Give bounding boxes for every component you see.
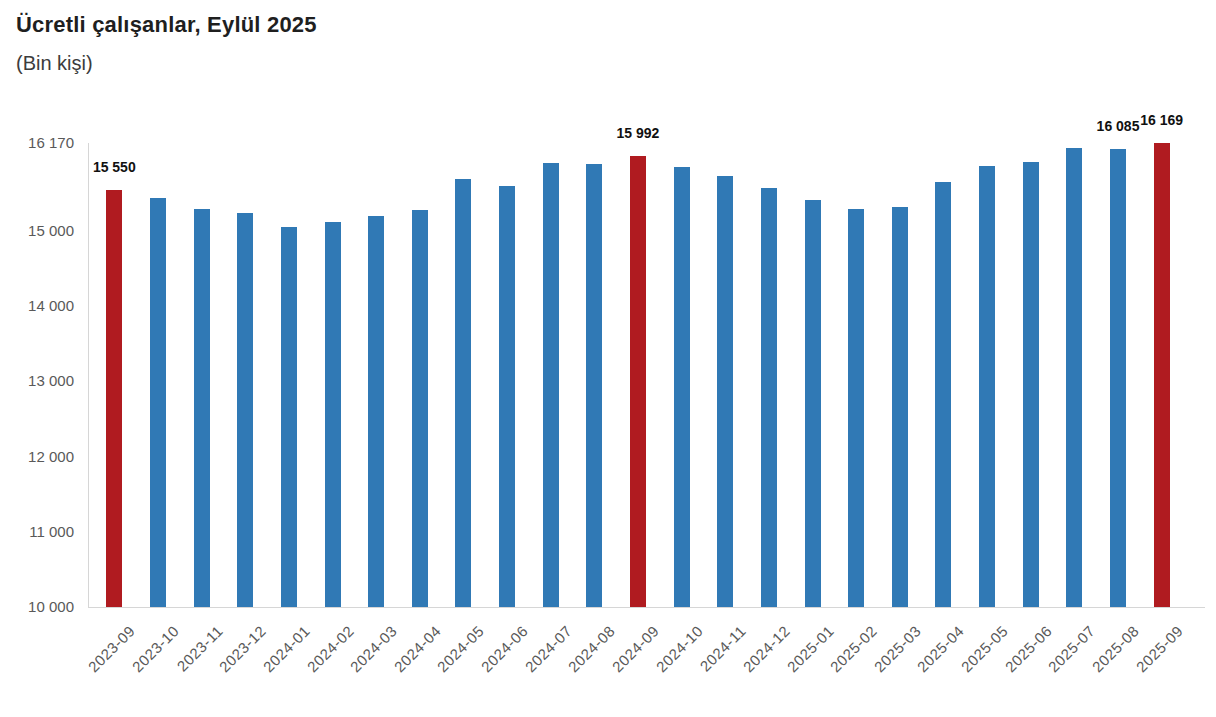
bar-2024-10[interactable]	[674, 167, 690, 607]
bar-2023-11[interactable]	[194, 209, 210, 607]
bar-2024-07[interactable]	[543, 163, 559, 607]
bar-2024-09[interactable]	[630, 156, 646, 607]
bar-2024-04[interactable]	[412, 210, 428, 607]
bar-2023-10[interactable]	[150, 198, 166, 607]
bar-2024-12[interactable]	[761, 188, 777, 607]
bar-2025-06[interactable]	[1023, 162, 1039, 607]
y-tick-label-16170: 16 170	[0, 134, 74, 152]
bar-2024-08[interactable]	[586, 164, 602, 607]
data-label-2023-09: 15 550	[74, 159, 154, 175]
bar-chart: Ücretli çalışanlar, Eylül 2025 (Bin kişi…	[0, 0, 1216, 717]
y-tick-label-14000: 14 000	[0, 297, 74, 315]
data-label-2024-09: 15 992	[598, 125, 678, 141]
chart-subtitle: (Bin kişi)	[16, 52, 93, 75]
data-label-2025-09: 16 169	[1122, 112, 1202, 128]
bar-2023-12[interactable]	[237, 213, 253, 607]
bar-2024-02[interactable]	[325, 222, 341, 607]
bar-2023-09[interactable]	[106, 190, 122, 607]
bar-2025-01[interactable]	[805, 200, 821, 607]
bar-2024-03[interactable]	[368, 216, 384, 607]
y-tick-label-10000: 10 000	[0, 598, 74, 616]
bar-2024-11[interactable]	[717, 176, 733, 607]
bar-2025-02[interactable]	[848, 209, 864, 607]
bar-2025-05[interactable]	[979, 166, 995, 607]
x-axis-line	[88, 607, 1205, 608]
bar-2025-04[interactable]	[935, 182, 951, 607]
y-tick-label-12000: 12 000	[0, 448, 74, 466]
bar-2025-09[interactable]	[1154, 143, 1170, 607]
bar-2024-06[interactable]	[499, 186, 515, 607]
bar-2025-07[interactable]	[1066, 148, 1082, 607]
y-tick-label-15000: 15 000	[0, 222, 74, 240]
bar-2024-01[interactable]	[281, 227, 297, 607]
y-tick-label-11000: 11 000	[0, 523, 74, 541]
y-tick-label-13000: 13 000	[0, 372, 74, 390]
y-axis-line	[88, 143, 89, 607]
bar-2025-08[interactable]	[1110, 149, 1126, 607]
bar-2025-03[interactable]	[892, 207, 908, 607]
bar-2024-05[interactable]	[455, 179, 471, 607]
chart-title: Ücretli çalışanlar, Eylül 2025	[16, 12, 317, 38]
